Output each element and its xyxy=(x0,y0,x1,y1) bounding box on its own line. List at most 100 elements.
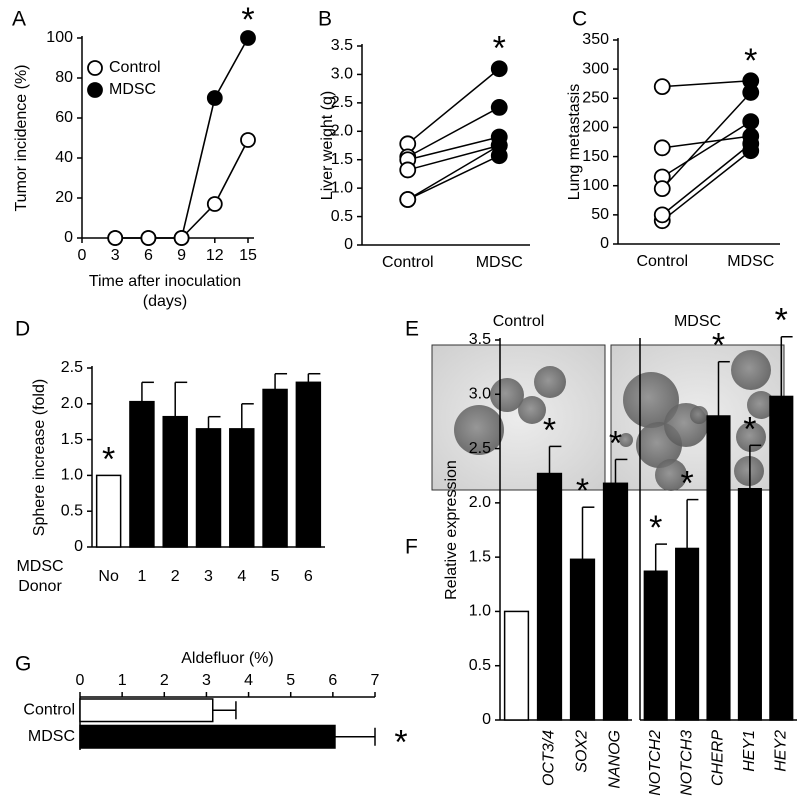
sphere xyxy=(747,391,775,419)
x-tick-label: MDSC xyxy=(476,254,523,271)
x-tick-label: 3 xyxy=(204,568,213,585)
y-tick-label: 0 xyxy=(600,235,609,252)
bar xyxy=(536,472,563,721)
sphere xyxy=(518,396,546,424)
y-tick-label: 1.5 xyxy=(331,151,353,168)
x-tick-label: 15 xyxy=(239,247,257,264)
significance-marker: * xyxy=(493,30,506,68)
y-tick-label: 60 xyxy=(55,109,73,126)
sphere xyxy=(534,366,566,398)
x-tick-label: 12 xyxy=(206,247,224,264)
panel-label: B xyxy=(318,8,332,31)
y-tick-label: 50 xyxy=(591,206,609,223)
sphere xyxy=(490,378,524,412)
sphere xyxy=(736,422,766,452)
y-axis-label: Sphere increase (fold) xyxy=(31,379,48,536)
data-point xyxy=(173,230,190,246)
panel-label: C xyxy=(572,8,587,31)
sphere xyxy=(619,433,633,447)
data-point xyxy=(490,60,508,78)
significance-marker: * xyxy=(743,410,756,448)
panel-label: D xyxy=(15,318,30,341)
data-point xyxy=(742,135,760,153)
x-tick-label: 4 xyxy=(244,672,253,689)
x-tick-label: 6 xyxy=(304,568,313,585)
data-point xyxy=(206,90,223,106)
bar xyxy=(95,474,122,548)
bar xyxy=(262,388,288,548)
x-tick-label: 1 xyxy=(118,672,127,689)
bar xyxy=(129,400,155,548)
pair-line xyxy=(661,150,752,222)
x-axis-label: (days) xyxy=(143,293,187,310)
x-tick-label: 7 xyxy=(371,672,380,689)
y-tick-label: 3.5 xyxy=(331,37,353,54)
bar xyxy=(295,381,322,548)
x-tick-label: 3 xyxy=(202,672,211,689)
x-tick-label: Control xyxy=(382,254,434,271)
y-tick-label: 3.5 xyxy=(469,331,491,348)
significance-marker: * xyxy=(609,424,622,462)
y-axis-label: Lung metastasis xyxy=(566,84,583,201)
series-line xyxy=(115,139,249,239)
y-tick-label: 250 xyxy=(582,90,609,107)
y-tick-label: 100 xyxy=(582,177,609,194)
y-tick-label: 100 xyxy=(46,29,73,46)
x-tick-label: Control xyxy=(636,253,688,270)
y-tick-label: 3.0 xyxy=(331,66,353,83)
data-point xyxy=(653,139,671,157)
y-tick-label: 2.5 xyxy=(469,440,491,457)
y-tick-label: 0 xyxy=(64,229,73,246)
sphere xyxy=(454,405,504,455)
significance-marker: * xyxy=(241,1,254,39)
pair-line xyxy=(662,135,751,149)
y-tick-label: 2.0 xyxy=(469,494,491,511)
category-axis-label: Donor xyxy=(18,578,62,595)
image-label: Control xyxy=(493,313,545,330)
data-point xyxy=(742,113,760,130)
y-axis-label: Relative expression xyxy=(443,460,460,600)
data-point xyxy=(490,99,508,116)
significance-marker: * xyxy=(744,42,757,80)
pair-line xyxy=(407,106,500,158)
y-axis-label: Liver weight (g) xyxy=(319,91,336,200)
x-tick-label: 4 xyxy=(237,568,246,585)
x-tick-label: 6 xyxy=(144,247,153,264)
y-tick-label: 150 xyxy=(582,148,609,165)
x-tick-label: CHERP xyxy=(710,730,727,786)
y-tick-label: 1.0 xyxy=(331,179,353,196)
bar xyxy=(79,724,336,749)
y-tick-label: 0 xyxy=(482,711,491,728)
sphere xyxy=(655,459,687,491)
x-tick-label: OCT3/4 xyxy=(541,730,558,786)
y-tick-label: 2.5 xyxy=(331,94,353,111)
x-tick-label: 3 xyxy=(111,247,120,264)
y-tick-label: 0 xyxy=(74,538,83,555)
x-tick-label: 2 xyxy=(171,568,180,585)
legend-label: Control xyxy=(109,59,161,76)
data-point xyxy=(399,161,417,179)
y-tick-label: 40 xyxy=(55,149,73,166)
y-tick-label: 0.5 xyxy=(61,502,83,519)
x-tick-label: 5 xyxy=(286,672,295,689)
y-tick-label: 80 xyxy=(55,69,73,86)
significance-marker: * xyxy=(394,724,407,762)
x-tick-label: NOTCH3 xyxy=(678,730,695,796)
x-tick-label: HEY1 xyxy=(741,730,758,772)
x-tick-label: 6 xyxy=(328,672,337,689)
data-point xyxy=(653,180,671,198)
bar xyxy=(643,570,668,721)
significance-marker: * xyxy=(680,465,693,503)
bar xyxy=(162,415,188,548)
y-tick-label: 1.0 xyxy=(61,467,83,484)
significance-marker: * xyxy=(543,411,556,449)
significance-marker: * xyxy=(712,327,725,365)
pair-line xyxy=(662,80,751,88)
bar xyxy=(769,395,794,721)
panel-label: A xyxy=(12,8,26,31)
y-tick-label: 0.5 xyxy=(331,208,353,225)
legend-label: MDSC xyxy=(109,81,156,98)
x-axis-label: Aldefluor (%) xyxy=(181,650,273,667)
x-tick-label: 0 xyxy=(76,672,85,689)
